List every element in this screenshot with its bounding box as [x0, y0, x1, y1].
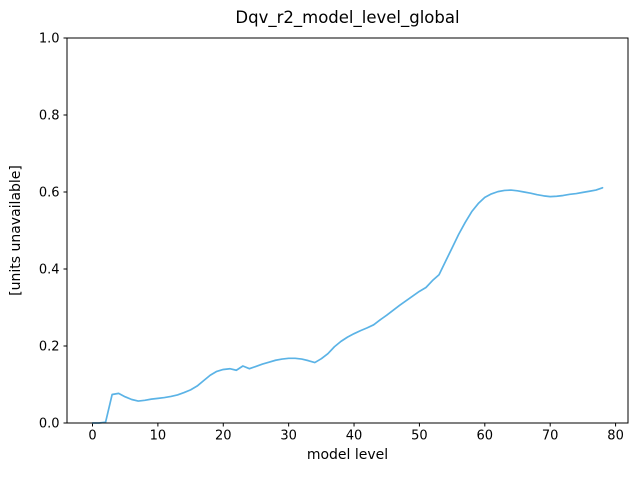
y-tick-label: 0.6 — [39, 186, 60, 201]
y-tick-label: 0.0 — [39, 417, 60, 432]
plot-area — [67, 38, 628, 423]
y-tick-label: 0.8 — [39, 109, 60, 124]
x-tick-label: 0 — [88, 429, 96, 444]
x-tick-label: 80 — [607, 429, 624, 444]
y-axis-ticks: 0.0 0.2 0.4 0.6 0.8 1.0 — [39, 32, 67, 432]
x-tick-label: 30 — [280, 429, 297, 444]
x-tick-label: 20 — [215, 429, 232, 444]
x-tick-label: 10 — [150, 429, 167, 444]
data-line — [91, 186, 604, 424]
y-axis-label: [units unavailable] — [8, 165, 24, 296]
y-tick-label: 1.0 — [39, 32, 60, 47]
x-tick-label: 50 — [411, 429, 428, 444]
x-tick-label: 40 — [346, 429, 363, 444]
x-axis-ticks: 0 10 20 30 40 50 60 70 80 — [88, 423, 624, 444]
x-axis-label: model level — [307, 447, 388, 463]
x-tick-label: 70 — [542, 429, 559, 444]
chart-title: Dqv_r2_model_level_global — [235, 8, 459, 28]
x-tick-label: 60 — [477, 429, 494, 444]
y-tick-label: 0.2 — [39, 340, 60, 355]
y-tick-label: 0.4 — [39, 263, 60, 278]
plot-border — [66, 37, 629, 424]
